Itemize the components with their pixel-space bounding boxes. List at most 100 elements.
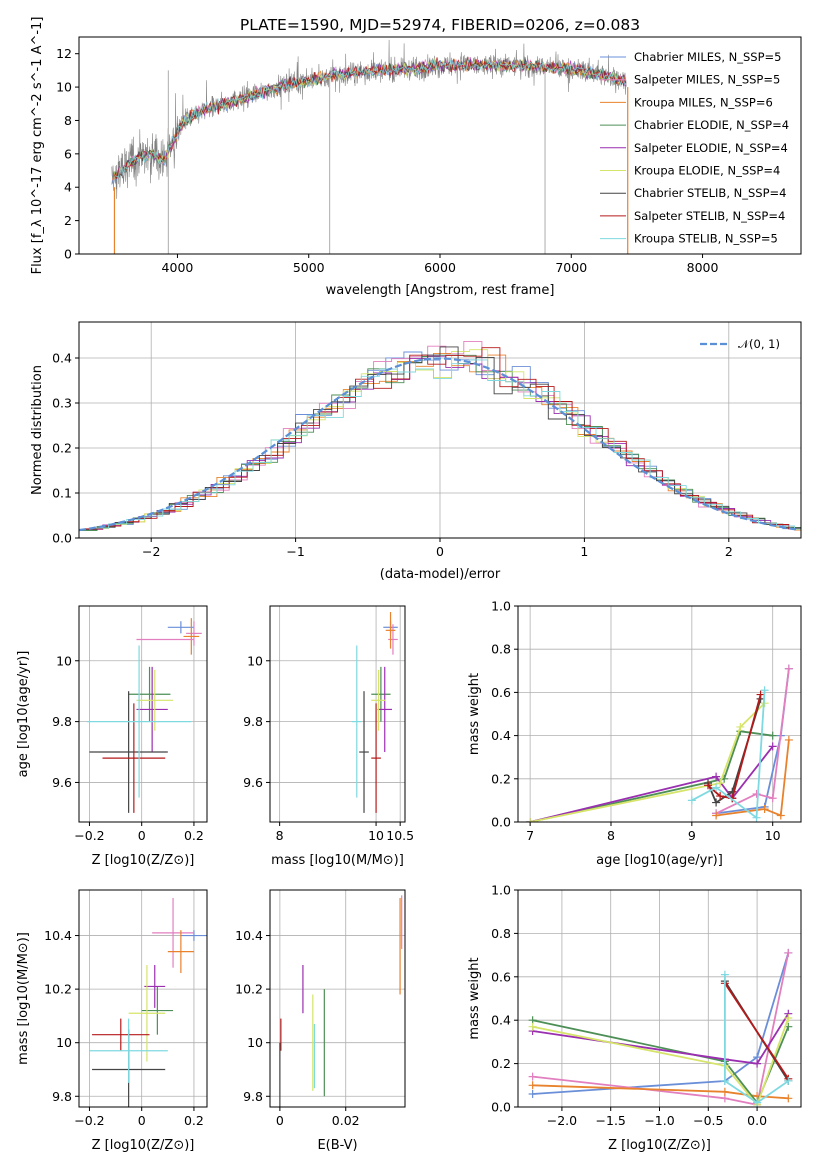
weight-marker [752,813,761,822]
y-tick-label: 9.8 [243,714,263,729]
weight-line [532,1019,790,1105]
x-tick-label: −0.2 [74,828,104,843]
x-tick-label: 0.2 [184,828,204,843]
weight-marker [756,690,765,699]
weight-marker [760,686,769,695]
x-tick-label: 0 [276,1113,284,1128]
plot-age-vs-Z: −0.2 0 0.2 9.6 9.8 10 Z [log10(Z/Z⊙)] age [log1… [16,605,208,868]
plot-residuals: −2 −1 0 1 2 0.0 0.1 0.2 0.3 0.4 (data-model)/error… [30,321,802,582]
y-tick-label: 12 [56,46,72,61]
weight-marker [528,1089,537,1098]
y-axis-label: mass weight [467,957,482,1039]
weight-line [532,1084,789,1100]
y-axis-label: mass [log10(M/M⊙)] [16,932,31,1065]
y-tick-label: 10.2 [44,982,72,997]
plot-weight-vs-Z: −2.0 −1.5 −1.0 −0.5 0.0 0.0 0.2 0.4 0.6 0.8 1.0 Z [… [467,883,802,1153]
y-tick-label: 10 [56,80,72,95]
legend-label: Chabrier STELIB, N_SSP=4 [634,186,786,200]
weight-marker [753,1098,762,1107]
y-tick-label: 0.2 [52,441,72,456]
y-tick-label: 0.4 [52,351,72,366]
normal-curve [79,357,799,532]
weight-marker [768,794,777,803]
y-tick-label: 0.8 [491,926,511,941]
y-tick-label: 0.6 [491,685,511,700]
x-axis-label: Z [log10(Z/Z⊙)] [92,1138,195,1153]
plot-mass-vs-EBV: 0 0.02 9.8 10 10.2 10.4 E(B-V) [235,889,406,1153]
x-tick-label: −1.0 [644,1113,674,1128]
x-tick-label: 0.2 [184,1113,204,1128]
weight-line [532,1013,790,1065]
x-tick-label: −0.2 [74,1113,104,1128]
weight-marker [716,792,725,801]
legend-label: Chabrier ELODIE, N_SSP=4 [634,118,789,132]
weight-marker [736,722,745,731]
y-tick-label: 9.8 [52,714,72,729]
plot-area [89,898,207,1107]
plot-area [111,39,629,254]
weight-marker [528,1022,537,1031]
x-tick-label: 0.0 [747,1113,767,1128]
y-tick-label: 1.0 [491,883,511,898]
x-tick-label: 8 [607,828,615,843]
y-tick-label: 0.0 [52,531,72,546]
weight-marker [753,1059,762,1068]
figure-title: PLATE=1590, MJD=52974, FIBERID=0206, z=0… [240,16,640,34]
weight-marker [784,664,793,673]
axes-frame [78,605,208,823]
x-tick-label: 8 [276,828,284,843]
spectrum-model-line [114,58,626,178]
plot-spectrum: 4000 5000 6000 7000 8000 0 2 4 6 8 10 12 wavelength … [30,17,802,298]
y-tick-label: 10.4 [235,928,263,943]
y-tick-label: 0.6 [491,969,511,984]
y-tick-label: 10.2 [235,982,263,997]
weight-line [529,730,773,822]
y-tick-label: 0.4 [491,728,511,743]
weight-marker [768,731,777,740]
x-axis-label: wavelength [Angstrom, rest frame] [326,283,555,298]
x-tick-label: 1 [580,544,588,559]
y-tick-label: 9.8 [52,1089,72,1104]
weight-marker [784,948,793,957]
weight-marker [768,742,777,751]
weight-line [532,952,790,1095]
x-tick-label: −1 [286,544,304,559]
weight-line [707,694,762,800]
y-axis-label: mass weight [467,673,482,755]
spectrum-legend: Chabrier MILES, N_SSP=5 Salpeter MILES, N… [600,50,789,246]
x-axis-label: Z [log10(Z/Z⊙)] [92,853,195,868]
weight-marker [784,735,793,744]
x-axis-label: age [log10(age/yr)] [596,853,723,868]
x-tick-label: −2 [142,544,160,559]
x-tick-label: 0.02 [332,1113,360,1128]
legend-label: Salpeter MILES, N_SSP=5 [634,73,780,87]
x-tick-label: 6000 [424,260,456,275]
y-axis-label: Normed distribution [30,365,45,495]
weight-marker [784,1094,793,1103]
y-tick-label: 10 [56,1035,72,1050]
weight-line [691,690,766,820]
y-tick-label: 0.8 [491,642,511,657]
plot-area [528,948,793,1107]
weight-marker [784,1076,793,1085]
legend-label: Salpeter ELODIE, N_SSP=4 [634,141,788,155]
x-tick-label: 8000 [687,260,719,275]
weight-line [532,1017,790,1107]
y-tick-label: 0.4 [491,1013,511,1028]
y-tick-label: 0 [64,247,72,262]
x-axis-label: E(B-V) [317,1138,357,1153]
histogram-step [84,355,801,530]
y-tick-label: 0.2 [491,1056,511,1071]
weight-marker [752,789,761,798]
legend-label: Kroupa ELODIE, N_SSP=4 [634,164,780,178]
weight-marker [704,781,713,790]
weight-line [724,974,789,1104]
x-tick-label: 10 [765,828,781,843]
weight-line [724,982,790,1080]
legend-label: Salpeter STELIB, N_SSP=4 [634,209,785,223]
plot-weight-vs-age: 7 8 9 10 0.0 0.2 0.4 0.6 0.8 1.0 age [log10(age/yr… [467,599,802,868]
histogram-step [79,346,801,532]
x-tick-label: −1.5 [596,1113,626,1128]
plot-area [279,895,403,1107]
